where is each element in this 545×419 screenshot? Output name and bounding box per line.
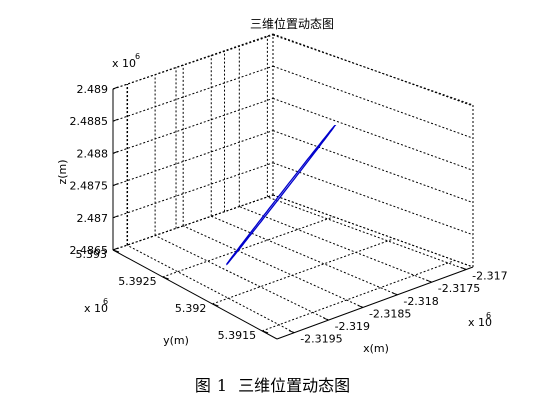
data-line bbox=[225, 125, 337, 266]
z-tick-label: 2.489 bbox=[77, 83, 109, 96]
grid-line-z-right bbox=[272, 130, 474, 204]
axis-lines bbox=[112, 86, 474, 340]
grid-line-x-floor bbox=[154, 235, 329, 321]
box-edge bbox=[272, 34, 474, 106]
y-multiplier: x 10 6 bbox=[84, 297, 108, 315]
x-tick-label: -2.319 bbox=[335, 320, 370, 333]
z-tick-mark bbox=[112, 150, 119, 154]
svg-text:6: 6 bbox=[135, 52, 140, 61]
x-axis-label: x(m) bbox=[363, 342, 389, 355]
z-tick-label: 2.4875 bbox=[70, 180, 109, 193]
box-edge bbox=[112, 194, 274, 251]
svg-text:x 10: x 10 bbox=[84, 302, 108, 315]
chart-area: 2.4865 2.487 2.4875 2.488 2.4885 2.489 5.3915 5… bbox=[56, 16, 508, 355]
grid-line-z-left bbox=[112, 97, 274, 154]
grid-line-z-left bbox=[112, 130, 274, 187]
x-tick-mark bbox=[323, 317, 329, 321]
y-tick-label: 5.392 bbox=[175, 302, 207, 315]
grid-line-x-floor bbox=[239, 206, 432, 283]
z-tick-label: 2.488 bbox=[77, 147, 109, 160]
grid-lines bbox=[112, 33, 474, 334]
tick-labels: 2.4865 2.487 2.4875 2.488 2.4885 2.489 5.3915 5… bbox=[70, 83, 508, 346]
z-tick-mark bbox=[112, 118, 119, 122]
grid-line-z-right bbox=[272, 97, 474, 171]
grid-line-z-right bbox=[272, 65, 474, 139]
grid-line-z-right bbox=[272, 162, 474, 236]
y-axis-label: y(m) bbox=[163, 334, 189, 347]
grid-line-x-floor bbox=[182, 225, 364, 308]
x-tick-label: -2.3195 bbox=[300, 333, 342, 346]
y-tick-mark bbox=[212, 303, 219, 307]
caption-label: 图 bbox=[194, 376, 211, 395]
y-tick-mark bbox=[162, 276, 169, 280]
svg-text:6: 6 bbox=[103, 297, 108, 306]
svg-text:x 10: x 10 bbox=[468, 316, 492, 329]
caption-text: 三维位置动态图 bbox=[238, 376, 351, 395]
y-tick-label: 5.393 bbox=[76, 248, 108, 261]
box-edge bbox=[112, 34, 274, 90]
grid-line-y-floor bbox=[162, 216, 334, 278]
x-axis-line bbox=[276, 266, 474, 340]
z-tick-label: 2.4865 bbox=[70, 244, 109, 257]
z-axis-label: z(m) bbox=[56, 159, 69, 184]
x-tick-mark bbox=[460, 267, 467, 270]
grid-line-x-floor bbox=[267, 196, 467, 270]
y-tick-mark bbox=[261, 330, 269, 334]
x-multiplier: x 10 6 bbox=[468, 311, 492, 329]
z-tick-mark bbox=[112, 183, 119, 187]
z-tick-label: 2.4885 bbox=[70, 115, 109, 128]
grid-line-x-floor bbox=[126, 244, 295, 334]
grid-line-z-left bbox=[112, 162, 274, 219]
grid-line-y-floor bbox=[212, 238, 395, 305]
x-tick-label: -2.318 bbox=[403, 295, 438, 308]
z-tick-mark bbox=[112, 247, 119, 251]
x-tick-mark bbox=[289, 330, 295, 334]
x-tick-mark bbox=[426, 279, 432, 283]
y-tick-label: 5.3925 bbox=[118, 275, 157, 288]
z-tick-label: 2.487 bbox=[77, 212, 109, 225]
y-axis-line bbox=[112, 249, 278, 340]
box-edge bbox=[272, 194, 474, 268]
caption-number: 1 bbox=[216, 376, 228, 395]
grid-line-x-floor bbox=[211, 215, 398, 296]
y-tick-mark bbox=[112, 249, 120, 253]
x-tick-mark bbox=[357, 304, 364, 308]
svg-text:x 10: x 10 bbox=[112, 57, 136, 70]
x-tick-mark bbox=[392, 292, 398, 296]
trajectory-line bbox=[225, 125, 337, 266]
y-tick-label: 5.3915 bbox=[218, 329, 257, 342]
z-tick-mark bbox=[112, 86, 119, 90]
x-tick-label: -2.3175 bbox=[438, 282, 480, 295]
x-tick-label: -2.317 bbox=[472, 270, 507, 283]
x-tick-label: -2.3185 bbox=[369, 307, 411, 320]
chart-title: 三维位置动态图 bbox=[250, 16, 334, 31]
svg-text:6: 6 bbox=[486, 311, 491, 320]
grid-line-z-right bbox=[272, 33, 474, 107]
grid-line-z-left bbox=[112, 65, 274, 122]
z-tick-mark bbox=[112, 215, 119, 219]
z-multiplier: x 10 6 bbox=[112, 52, 140, 70]
